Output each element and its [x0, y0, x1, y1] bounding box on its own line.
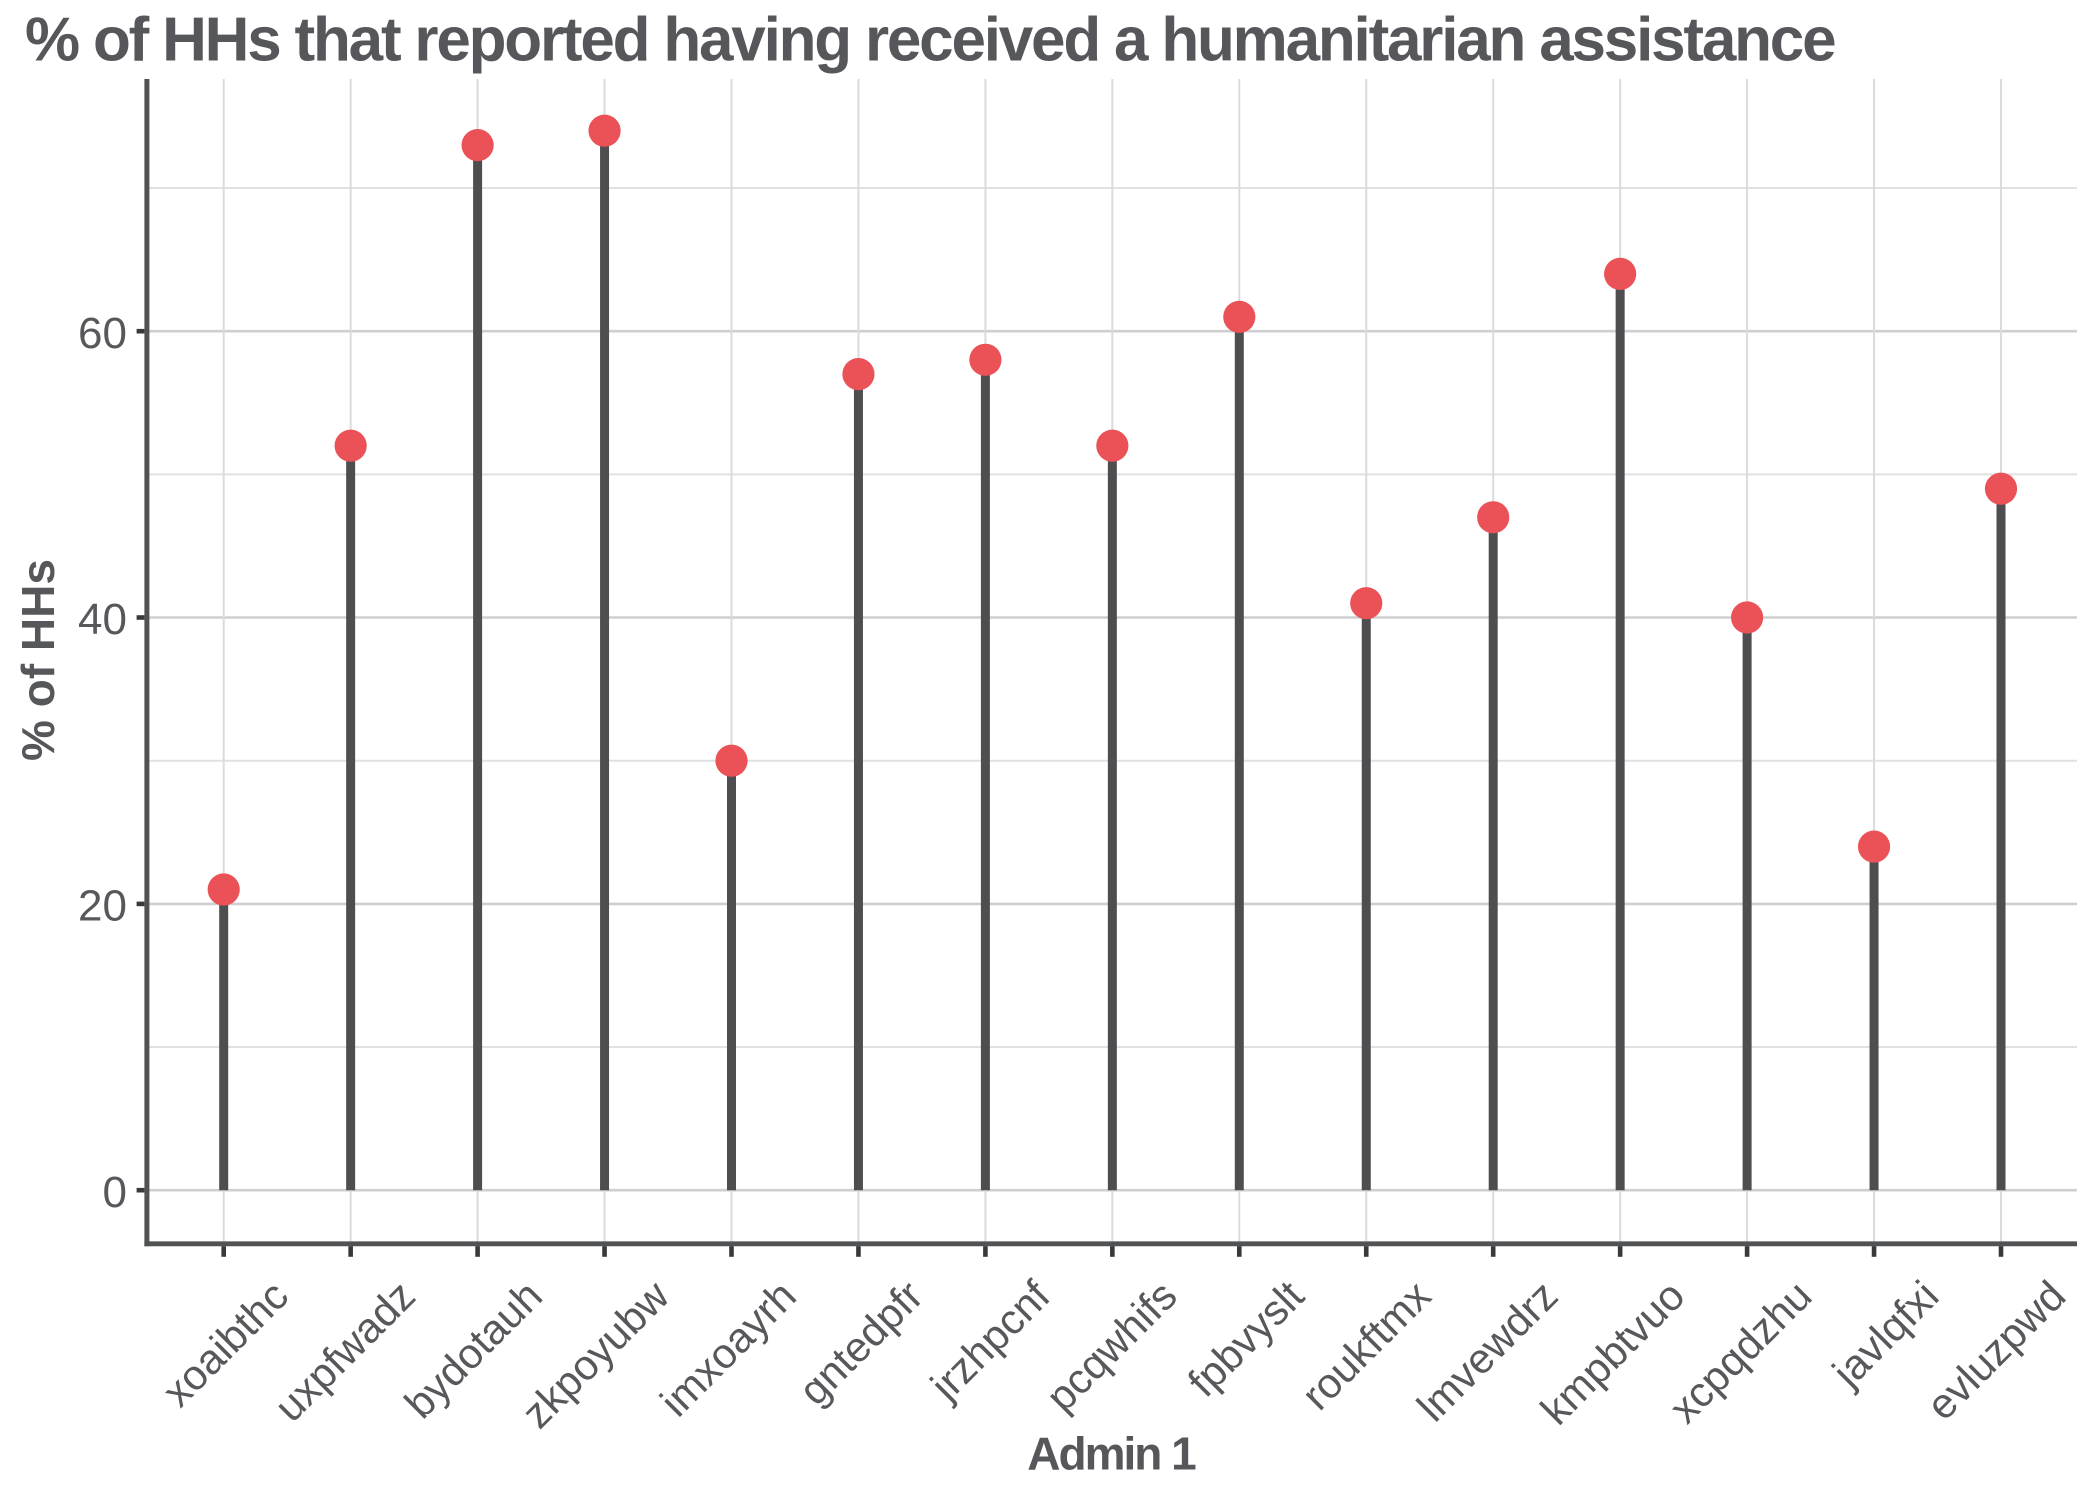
svg-text:Admin 1: Admin 1 [1027, 1428, 1196, 1480]
svg-text:20: 20 [78, 882, 127, 931]
svg-text:% of HHs: % of HHs [12, 559, 64, 761]
svg-text:40: 40 [78, 595, 127, 644]
svg-text:0: 0 [103, 1168, 127, 1217]
svg-text:% of HHs that reported having: % of HHs that reported having received a… [25, 6, 1835, 75]
svg-text:60: 60 [78, 309, 127, 358]
